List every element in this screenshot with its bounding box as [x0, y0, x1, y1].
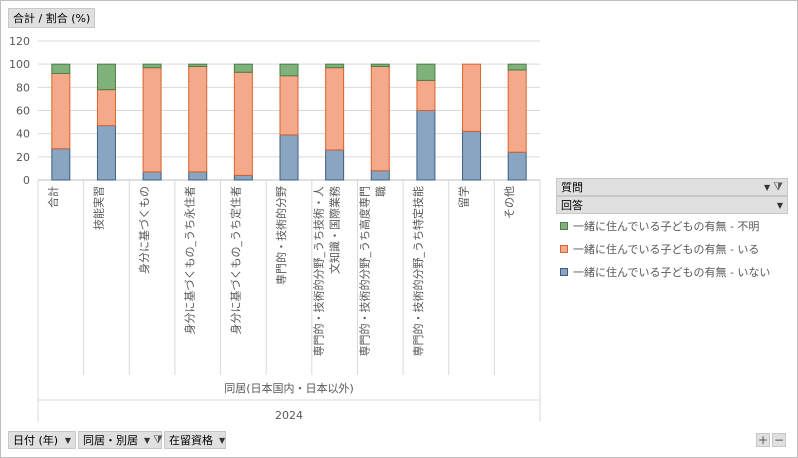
- bar-segment: [507, 63, 527, 71]
- filter-icon: ⧩: [773, 180, 783, 193]
- category-label: 専門的・技術的分野: [274, 186, 288, 285]
- bar-segment: [96, 125, 116, 181]
- cohabit-field-label: 同居・別居: [83, 434, 138, 447]
- bar-segment: [462, 63, 482, 132]
- legend-label-unknown: 一緒に住んでいる子どもの有無 - 不明: [573, 220, 760, 233]
- bar-segment: [325, 149, 345, 181]
- bar-segment: [325, 63, 345, 69]
- year-field-label: 日付 (年): [13, 434, 59, 447]
- category-label: 専門的・技術的分野_うち特定技能: [411, 186, 425, 357]
- year-label: 2024: [275, 409, 303, 422]
- y-tick-label: 80: [16, 81, 30, 94]
- bar-segment: [142, 171, 162, 181]
- chevron-down-icon: ▼: [64, 435, 71, 445]
- bar-segment: [416, 110, 436, 181]
- bar-segment: [188, 65, 208, 173]
- bar-segment: [96, 63, 116, 91]
- category-label: 身分に基づくもの_うち定住者: [228, 186, 242, 334]
- question-field-label: 質問: [561, 181, 583, 194]
- bar-segment: [279, 63, 299, 77]
- value-field-label: 合計 / 割合 (%): [13, 12, 91, 25]
- bar-segment: [279, 134, 299, 181]
- legend-entry-no: 一緒に住んでいる子どもの有無 - いない: [560, 264, 770, 280]
- legend-label-no: 一緒に住んでいる子どもの有無 - いない: [573, 266, 771, 279]
- bar-segment: [507, 69, 527, 153]
- bar-segment: [233, 71, 253, 176]
- bar-segment: [233, 174, 253, 181]
- category-label: 専門的・技術的分野_うち技術・人: [312, 186, 326, 357]
- bar-segment: [416, 63, 436, 81]
- bar-segment: [142, 67, 162, 173]
- bar-segment: [51, 148, 71, 181]
- bar-segment: [233, 63, 253, 73]
- bar-segment: [142, 63, 162, 69]
- category-label: 文知識・国際業務: [328, 186, 342, 274]
- bar-segment: [279, 75, 299, 136]
- year-field-button[interactable]: 日付 (年) ▼: [8, 431, 76, 449]
- y-tick-label: 120: [9, 35, 30, 48]
- bar-segment: [188, 63, 208, 67]
- filter-icon: ⧩: [153, 433, 163, 446]
- y-tick-label: 40: [16, 128, 30, 141]
- bar-segment: [51, 63, 71, 74]
- bar-segment: [51, 72, 71, 150]
- residence-status-field-label: 在留資格: [169, 434, 213, 447]
- category-label: 留学: [457, 186, 471, 208]
- answer-field-button[interactable]: 回答 ▼: [556, 196, 788, 214]
- legend-swatch-unknown: [560, 222, 568, 230]
- category-label: 身分に基づくもの: [137, 186, 151, 274]
- category-label: 職: [374, 186, 387, 197]
- category-label: その他: [503, 186, 516, 219]
- bar-segment: [370, 65, 390, 172]
- bar-segment: [462, 130, 482, 181]
- legend-entry-yes: 一緒に住んでいる子どもの有無 - いる: [560, 241, 759, 257]
- y-tick-label: 0: [23, 174, 30, 187]
- bar-segment: [188, 171, 208, 181]
- bar-segment: [507, 151, 527, 181]
- group-label: 同居(日本国内・日本以外): [224, 381, 354, 395]
- y-tick-label: 20: [16, 151, 30, 164]
- question-field-button[interactable]: 質問 ▼ ⧩: [556, 178, 788, 196]
- category-label: 専門的・技術的分野_うち高度専門: [357, 186, 371, 357]
- cohabit-field-button[interactable]: 同居・別居 ▼ ⧩: [78, 431, 163, 449]
- answer-field-label: 回答: [561, 199, 583, 212]
- legend-swatch-no: [560, 268, 568, 276]
- legend-entry-unknown: 一緒に住んでいる子どもの有無 - 不明: [560, 218, 759, 234]
- collapse-button[interactable]: −: [772, 433, 786, 447]
- legend-label-yes: 一緒に住んでいる子どもの有無 - いる: [573, 243, 760, 256]
- y-tick-label: 100: [9, 58, 30, 71]
- bar-segment: [370, 63, 390, 67]
- category-label: 技能実習: [91, 186, 105, 230]
- residence-status-field-button[interactable]: 在留資格 ▼: [164, 431, 226, 449]
- bar-segment: [96, 89, 116, 127]
- chevron-down-icon: ▼: [764, 182, 771, 192]
- expand-button[interactable]: +: [756, 433, 770, 447]
- chevron-down-icon: ▼: [219, 435, 226, 445]
- y-tick-label: 60: [16, 105, 30, 118]
- chevron-down-icon: ▼: [776, 200, 783, 210]
- category-label: 合計: [46, 186, 60, 208]
- bar-segment: [325, 67, 345, 151]
- category-label: 身分に基づくもの_うち永住者: [183, 186, 197, 334]
- legend-swatch-yes: [560, 245, 568, 253]
- value-field-button[interactable]: 合計 / 割合 (%): [8, 8, 96, 28]
- bar-segment: [416, 79, 436, 111]
- bar-segment: [370, 170, 390, 181]
- chevron-down-icon: ▼: [144, 435, 151, 445]
